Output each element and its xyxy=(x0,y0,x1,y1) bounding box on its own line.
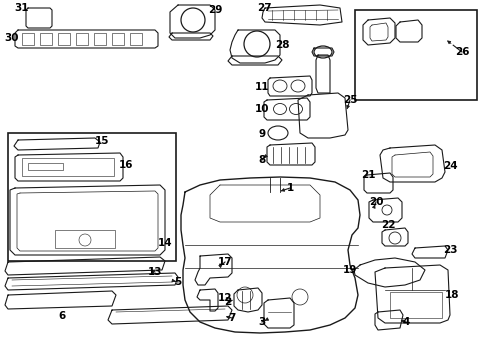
Text: 18: 18 xyxy=(444,290,458,300)
Text: 19: 19 xyxy=(342,265,356,275)
Text: 29: 29 xyxy=(207,5,222,15)
Bar xyxy=(40,33,52,45)
Text: 31: 31 xyxy=(15,3,29,13)
Bar xyxy=(58,33,70,45)
Bar xyxy=(94,33,106,45)
Bar xyxy=(76,33,88,45)
Text: 27: 27 xyxy=(256,3,271,13)
Text: 5: 5 xyxy=(174,277,181,287)
Bar xyxy=(112,33,124,45)
Text: 6: 6 xyxy=(58,311,65,321)
Text: 23: 23 xyxy=(442,245,456,255)
Text: 25: 25 xyxy=(342,95,357,105)
Text: 30: 30 xyxy=(5,33,19,43)
Text: 26: 26 xyxy=(454,47,468,57)
Text: 21: 21 xyxy=(360,170,374,180)
Text: 10: 10 xyxy=(254,104,269,114)
Text: 13: 13 xyxy=(147,267,162,277)
Bar xyxy=(55,230,115,248)
Bar xyxy=(22,158,114,176)
Text: 1: 1 xyxy=(286,183,293,193)
Text: 17: 17 xyxy=(217,257,232,267)
Text: 20: 20 xyxy=(368,197,383,207)
Bar xyxy=(130,33,142,45)
Text: 9: 9 xyxy=(258,129,265,139)
Text: 15: 15 xyxy=(95,136,109,146)
Text: 24: 24 xyxy=(442,161,456,171)
Text: 22: 22 xyxy=(380,220,394,230)
Bar xyxy=(8,133,176,261)
Text: 11: 11 xyxy=(254,82,269,92)
Text: 14: 14 xyxy=(157,238,172,248)
Bar xyxy=(354,10,476,100)
Text: 8: 8 xyxy=(258,155,265,165)
Text: 2: 2 xyxy=(224,297,231,307)
Text: 16: 16 xyxy=(119,160,133,170)
Bar xyxy=(389,292,441,318)
Text: 3: 3 xyxy=(258,317,265,327)
Text: 7: 7 xyxy=(228,313,235,323)
Bar xyxy=(28,163,63,170)
Text: 12: 12 xyxy=(217,293,232,303)
Bar xyxy=(22,33,34,45)
Text: 4: 4 xyxy=(402,317,409,327)
Text: 28: 28 xyxy=(274,40,289,50)
